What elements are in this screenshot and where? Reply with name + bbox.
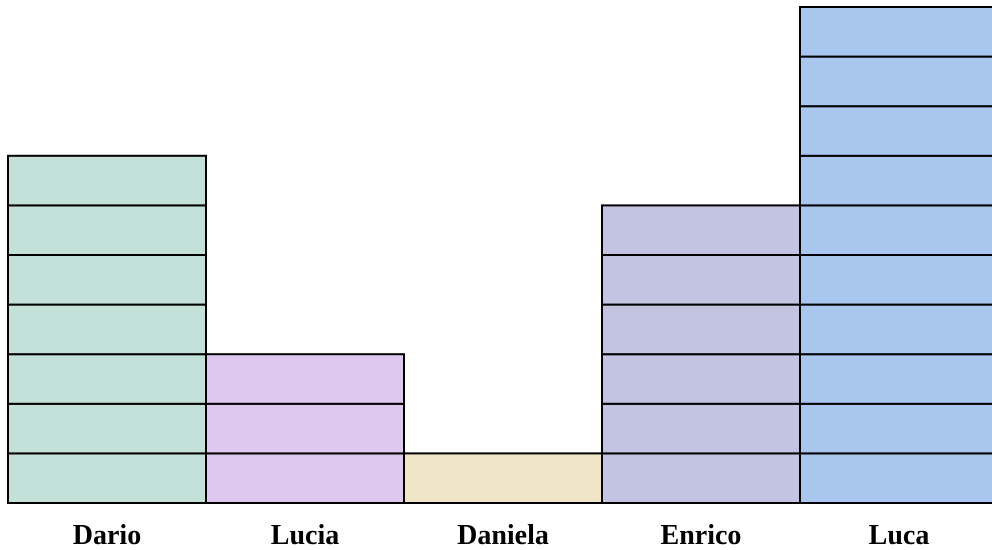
bar-block-dario-7 xyxy=(7,154,207,207)
bar-block-enrico-4 xyxy=(601,303,801,356)
bar-block-dario-4 xyxy=(7,303,207,356)
bar-block-enrico-3 xyxy=(601,353,801,405)
bar-block-luca-8 xyxy=(799,105,992,157)
bar-block-lucia-1 xyxy=(205,452,405,504)
category-label-dario: Dario xyxy=(73,520,141,550)
bar-block-enrico-6 xyxy=(601,204,801,256)
bars-group xyxy=(7,6,992,504)
bar-block-luca-1 xyxy=(799,452,992,504)
category-labels: Dario Lucia Daniela Enrico Luca xyxy=(73,520,930,550)
bar-block-enrico-1 xyxy=(601,452,801,504)
bar-block-dario-3 xyxy=(7,353,207,405)
bar-block-lucia-3 xyxy=(205,353,405,405)
bar-block-luca-2 xyxy=(799,402,992,455)
bar-block-enrico-2 xyxy=(601,402,801,455)
bar-block-luca-4 xyxy=(799,303,992,356)
bar-block-luca-5 xyxy=(799,254,992,306)
category-label-luca: Luca xyxy=(869,520,930,550)
bar-block-luca-3 xyxy=(799,353,992,405)
bar-block-daniela-1 xyxy=(403,452,603,504)
bar-block-dario-2 xyxy=(7,402,207,455)
category-label-daniela: Daniela xyxy=(457,520,549,550)
bar-block-enrico-5 xyxy=(601,254,801,306)
category-label-lucia: Lucia xyxy=(271,520,339,550)
bar-block-luca-9 xyxy=(799,55,992,108)
bar-block-luca-6 xyxy=(799,204,992,256)
bar-block-luca-10 xyxy=(799,6,992,58)
bar-block-lucia-2 xyxy=(205,402,405,455)
bar-block-dario-1 xyxy=(7,452,207,504)
category-label-enrico: Enrico xyxy=(661,520,742,550)
bar-block-dario-5 xyxy=(7,254,207,306)
bar-block-luca-7 xyxy=(799,154,992,207)
bar-block-dario-6 xyxy=(7,204,207,256)
